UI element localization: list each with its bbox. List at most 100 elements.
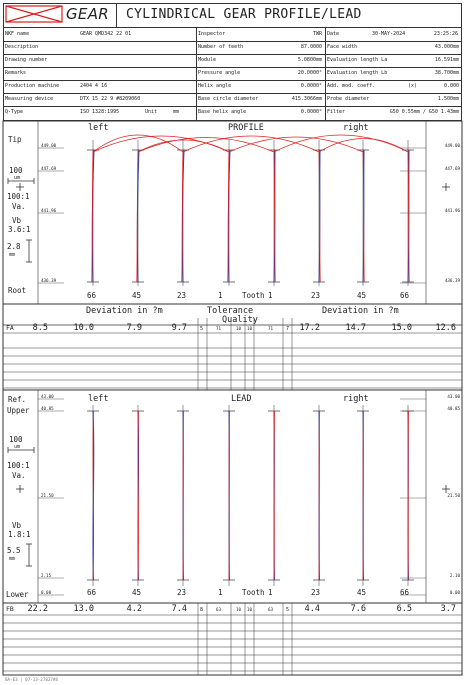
page-frame (2, 120, 463, 676)
lead-quality-value: 10 (247, 607, 253, 612)
lead-left-value: 13.0 (73, 604, 94, 614)
header-value: 0.0000° (300, 83, 322, 89)
profile-tip-label: Tip (8, 135, 22, 144)
profile-tip-arc (318, 138, 409, 153)
profile-quality-value: 71 (216, 326, 222, 331)
lead-red-trace (362, 410, 364, 581)
lead-axis-left-value: 2.15 (41, 573, 52, 578)
lead-mm-unit: mm (9, 556, 16, 562)
profile-tooth-label: 66 (87, 291, 97, 300)
profile-right-value: 17.2 (299, 323, 320, 333)
lead-axis-right-value: 0.00 (449, 590, 460, 595)
lead-axis-left-value: 40.85 (41, 406, 54, 411)
lead-left-value: 7.4 (171, 604, 187, 614)
lead-right-label: right (343, 394, 369, 404)
header-value: 23:25:26 (433, 31, 458, 37)
lead-red-trace (137, 410, 139, 581)
header-row-line (3, 93, 462, 94)
profile-axis-right-value: 436.39 (444, 278, 460, 283)
header-label: Date (327, 31, 340, 37)
profile-axis-right-value: 447.69 (444, 166, 460, 171)
lead-right-value: 3.7 (440, 604, 456, 614)
footer-code: 8A-E3 | 07-13-27827#8 (5, 677, 58, 682)
profile-mm-unit: mm (9, 252, 16, 258)
profile-tip-arc (137, 139, 230, 153)
profile-tooth-label: Tooth (242, 291, 265, 300)
header-divider (116, 3, 117, 27)
header-unit-value: mm (173, 109, 180, 115)
lead-quality-value: 63 (268, 607, 274, 612)
lead-scale-unit: um (14, 444, 21, 450)
lead-vb: Vb (12, 521, 22, 530)
profile-tooth-label: 1 (268, 291, 273, 300)
header-label: NKF name (5, 31, 30, 37)
profile-red-trace (181, 149, 184, 283)
profile-quality-value: 71 (268, 326, 274, 331)
header-value: 1.500mm (437, 96, 459, 102)
profile-tip-arc (273, 134, 409, 153)
profile-quality-value: 10 (236, 326, 242, 331)
header-value: ISO 1328:1995 (80, 109, 120, 115)
lead-upper-label: Upper (7, 406, 30, 415)
header-label: Number of teeth (198, 44, 244, 50)
header-row-line (3, 41, 462, 42)
lead-axis-right-value: 21.50 (447, 493, 460, 498)
lead-tooth-label: 45 (132, 588, 142, 597)
header-value: TWR (312, 31, 322, 37)
profile-tip-arc (182, 135, 320, 153)
lead-tooth-label: 1 (268, 588, 273, 597)
header-label: Remarks (5, 70, 27, 76)
header-label: Pressure angle (198, 70, 241, 76)
header-value: 5.0800mm (297, 57, 322, 63)
page-title: CYLINDRICAL GEAR PROFILE/LEAD (126, 7, 362, 22)
lead-red-trace (407, 410, 409, 581)
header-col-line (325, 28, 326, 121)
profile-mm-value: 2.8 (7, 242, 21, 251)
profile-axis-left-value: 447.69 (41, 166, 57, 171)
header-unit-label: Unit (145, 109, 158, 115)
lead-red-trace (318, 410, 320, 581)
header-row-line (3, 54, 462, 55)
profile-red-trace (318, 149, 321, 283)
profile-dev-left-header: Deviation in ?m (86, 306, 163, 316)
lead-axis-right-value: 40.85 (447, 406, 460, 411)
logo-text: GEAR (66, 5, 109, 23)
lead-left-value: 4.2 (126, 604, 142, 614)
profile-tooth-label: 66 (400, 291, 410, 300)
header-value: 20.0000° (297, 70, 322, 76)
lead-tooth-label: Tooth (242, 588, 265, 597)
header-value: GEAR QMD342 22 01 (80, 31, 132, 37)
profile-right-value: 15.0 (391, 323, 412, 333)
profile-red-trace (227, 149, 230, 283)
header-unit-label: (x) (408, 83, 418, 89)
profile-tip-arc (228, 136, 364, 153)
profile-tooth-label: 45 (357, 291, 367, 300)
profile-root-label: Root (8, 286, 27, 295)
header-value: 16.591mm (434, 57, 459, 63)
header-label: Description (5, 44, 39, 50)
header-value: 38.700mm (434, 70, 459, 76)
header-label: Drawing number (5, 57, 48, 63)
header-value: 30-MAY-2024 (372, 31, 406, 37)
lead-tooth-label: 23 (311, 588, 321, 597)
lead-title: LEAD (231, 394, 252, 404)
profile-left-label: left (88, 123, 109, 133)
profile-left-value: 9.7 (171, 323, 187, 333)
profile-quality-value: 10 (247, 326, 253, 331)
lead-right-value: 6.5 (396, 604, 412, 614)
lead-axis-right-value: 43.00 (447, 394, 460, 399)
header-label: Add. mod. coeff. (327, 83, 376, 89)
header-label: Face width (327, 44, 358, 50)
profile-right-value: 12.6 (435, 323, 456, 333)
header-value: 43.000mm (434, 44, 459, 50)
header-value: G50 0.55mm / G50 1.43mm (389, 109, 459, 115)
profile-left-value: 8.5 (32, 323, 48, 333)
profile-va: Va. (12, 202, 26, 211)
profile-tip-arc (137, 137, 275, 153)
profile-axis-left-value: 436.39 (41, 278, 57, 283)
header-label: Measuring device (5, 96, 54, 102)
lead-ref-label: Ref. (8, 395, 27, 404)
profile-tip-arc (92, 135, 230, 153)
profile-tooth-label: 45 (132, 291, 142, 300)
